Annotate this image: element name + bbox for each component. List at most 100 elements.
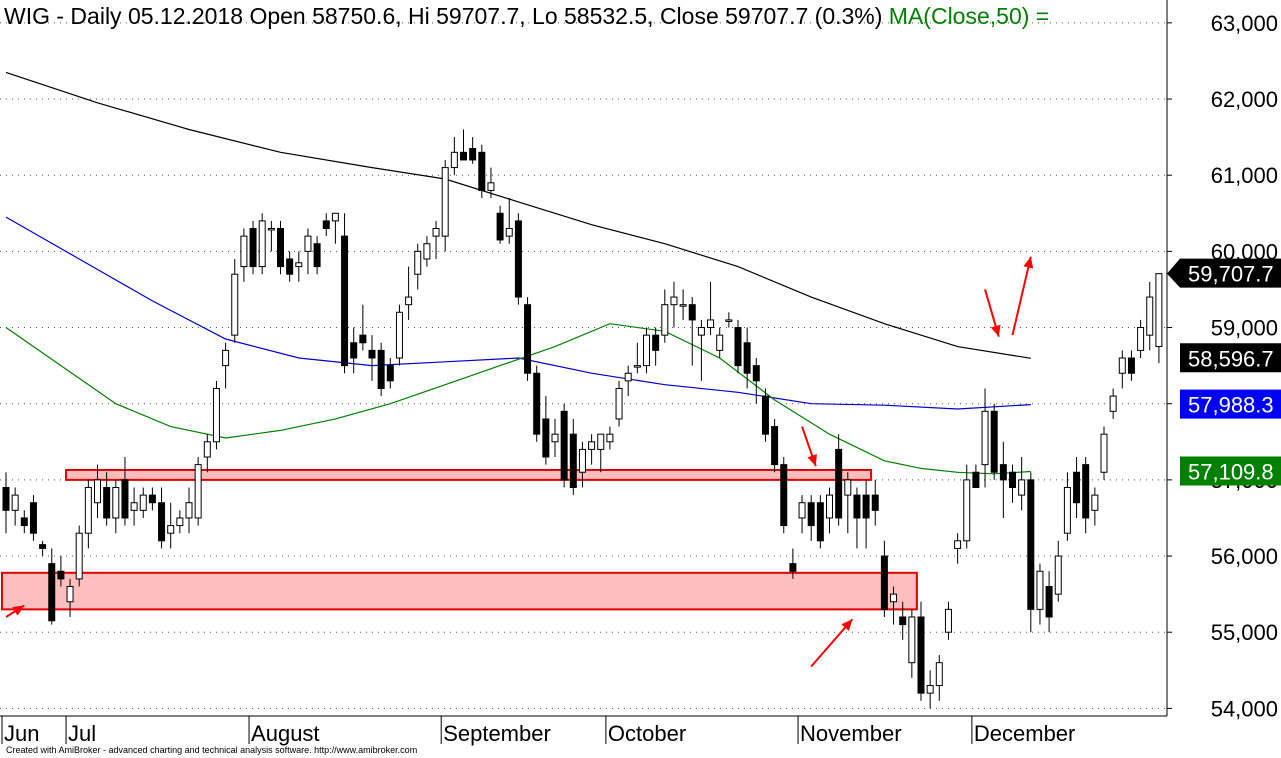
candle-down (899, 616, 907, 626)
candle-up (304, 235, 312, 252)
last-value-label: 58,596.7 (1188, 346, 1274, 371)
candle-up (1018, 479, 1026, 496)
candle-down (999, 464, 1007, 481)
candle-up (890, 593, 898, 603)
candle-down (1045, 586, 1053, 618)
candle-down (514, 220, 522, 298)
candle-up (240, 235, 248, 268)
candle-up (267, 228, 275, 231)
y-tick-label: 62,000 (1211, 87, 1278, 112)
candle-up (487, 182, 495, 191)
candle-up (505, 228, 513, 237)
candle-up (1100, 433, 1108, 473)
candle-up (130, 502, 138, 511)
candle-down (862, 494, 870, 519)
candle-up (963, 479, 971, 542)
candle-up (231, 273, 239, 336)
candle-down (533, 372, 541, 435)
candle-up (1054, 555, 1062, 595)
candle-up (1137, 327, 1145, 351)
y-tick-label: 55,000 (1211, 620, 1278, 645)
candle-down (377, 349, 385, 389)
support-zone (65, 468, 873, 481)
candle-down (1009, 471, 1016, 488)
x-axis-month-labels: Jun Jul August September October November Dece… (1, 716, 1075, 746)
candle-down (743, 342, 751, 374)
candle-down (780, 464, 788, 527)
candle-down (734, 327, 742, 367)
candle-up (944, 608, 952, 633)
candle-down (972, 471, 980, 488)
candle-up (670, 296, 678, 306)
candle-down (771, 426, 779, 466)
candle-up (826, 494, 833, 519)
candle-up (212, 387, 220, 443)
candle-down (807, 502, 815, 527)
series-line-ma50 (5, 323, 1031, 475)
candle-down (880, 555, 888, 610)
series-line-ma200 (5, 71, 1031, 359)
candle-up (423, 243, 431, 260)
candle-up (66, 586, 74, 603)
candle-down (39, 544, 47, 549)
candle-up (395, 311, 403, 359)
candle-up (222, 349, 230, 367)
candle-down (990, 410, 998, 473)
candle-down (560, 410, 568, 481)
candles (2, 129, 1163, 709)
candle-down (359, 334, 367, 344)
candle-down (816, 502, 824, 542)
candle-down (761, 395, 769, 435)
candle-down (1073, 471, 1081, 504)
candle-up (414, 250, 422, 275)
candle-down (688, 304, 696, 321)
candle-down (103, 486, 111, 519)
candle-down (1027, 479, 1035, 610)
candle-up (844, 479, 852, 496)
y-tick-label: 61,000 (1211, 163, 1278, 188)
candle-down (29, 502, 37, 534)
arrow-head (990, 324, 1001, 337)
candle-up (84, 486, 92, 534)
candle-up (716, 334, 724, 351)
candle-up (11, 494, 19, 511)
support-zones (1, 468, 918, 611)
candle-up (798, 502, 806, 519)
candle-down (789, 563, 797, 572)
candle-down (158, 502, 166, 542)
arrow-head (1023, 256, 1034, 269)
candle-up (185, 502, 193, 519)
candle-up (1063, 486, 1071, 534)
candle-down (917, 616, 925, 694)
candle-down (1127, 357, 1135, 374)
badge-pointer (1167, 258, 1180, 288)
candle-up (633, 365, 641, 368)
candle-up (176, 517, 184, 527)
candle-up (1118, 357, 1126, 374)
last-value-badges: 59,707.7 58,596.7 57,988.3 57,109.8 (1167, 258, 1281, 486)
candle-up (1109, 395, 1117, 412)
x-tick-label: November (800, 721, 901, 746)
candle-up (203, 441, 211, 458)
candle-up (954, 540, 962, 549)
x-tick-label: September (443, 721, 551, 746)
candle-up (578, 448, 586, 473)
candle-down (542, 418, 550, 458)
y-tick-label: 59,000 (1211, 316, 1278, 341)
candle-up (597, 433, 605, 450)
header-ohlc-text: WIG - Daily 05.12.2018 Open 58750.6, Hi … (4, 3, 883, 29)
x-tick-label: Jul (68, 721, 96, 746)
arrow-head (12, 605, 25, 616)
candle-down (871, 494, 879, 511)
chart-header: WIG - Daily 05.12.2018 Open 58750.6, Hi … (4, 3, 1049, 30)
y-tick-label: 63,000 (1211, 11, 1278, 36)
last-value-badge (1180, 456, 1281, 486)
candle-down (249, 228, 257, 268)
candle-up (926, 685, 934, 694)
candle-up (405, 296, 413, 306)
candle-up (295, 262, 303, 268)
candle-up (679, 304, 687, 307)
arrow-shaft (1011, 256, 1032, 336)
candle-up (194, 464, 202, 519)
